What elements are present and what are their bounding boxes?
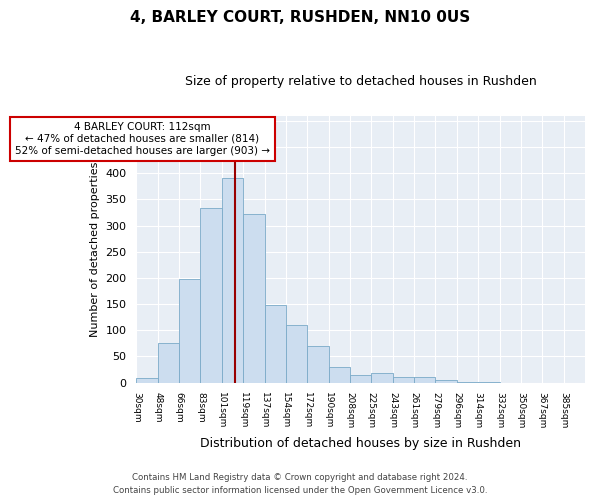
- Bar: [392, 378, 414, 382]
- Bar: [414, 378, 436, 382]
- Text: 4 BARLEY COURT: 112sqm
← 47% of detached houses are smaller (814)
52% of semi-de: 4 BARLEY COURT: 112sqm ← 47% of detached…: [15, 122, 270, 156]
- Bar: [436, 380, 457, 382]
- Bar: [136, 378, 158, 382]
- Bar: [371, 373, 392, 382]
- Bar: [286, 325, 307, 382]
- Bar: [350, 374, 371, 382]
- Title: Size of property relative to detached houses in Rushden: Size of property relative to detached ho…: [185, 75, 536, 88]
- Bar: [200, 208, 222, 382]
- Bar: [265, 305, 286, 382]
- Bar: [158, 344, 179, 382]
- Y-axis label: Number of detached properties: Number of detached properties: [90, 162, 100, 337]
- Bar: [307, 346, 329, 383]
- Bar: [243, 214, 265, 382]
- Text: 4, BARLEY COURT, RUSHDEN, NN10 0US: 4, BARLEY COURT, RUSHDEN, NN10 0US: [130, 10, 470, 25]
- Bar: [329, 367, 350, 382]
- Bar: [179, 280, 200, 382]
- Text: Contains HM Land Registry data © Crown copyright and database right 2024.
Contai: Contains HM Land Registry data © Crown c…: [113, 474, 487, 495]
- Bar: [222, 178, 243, 382]
- X-axis label: Distribution of detached houses by size in Rushden: Distribution of detached houses by size …: [200, 437, 521, 450]
